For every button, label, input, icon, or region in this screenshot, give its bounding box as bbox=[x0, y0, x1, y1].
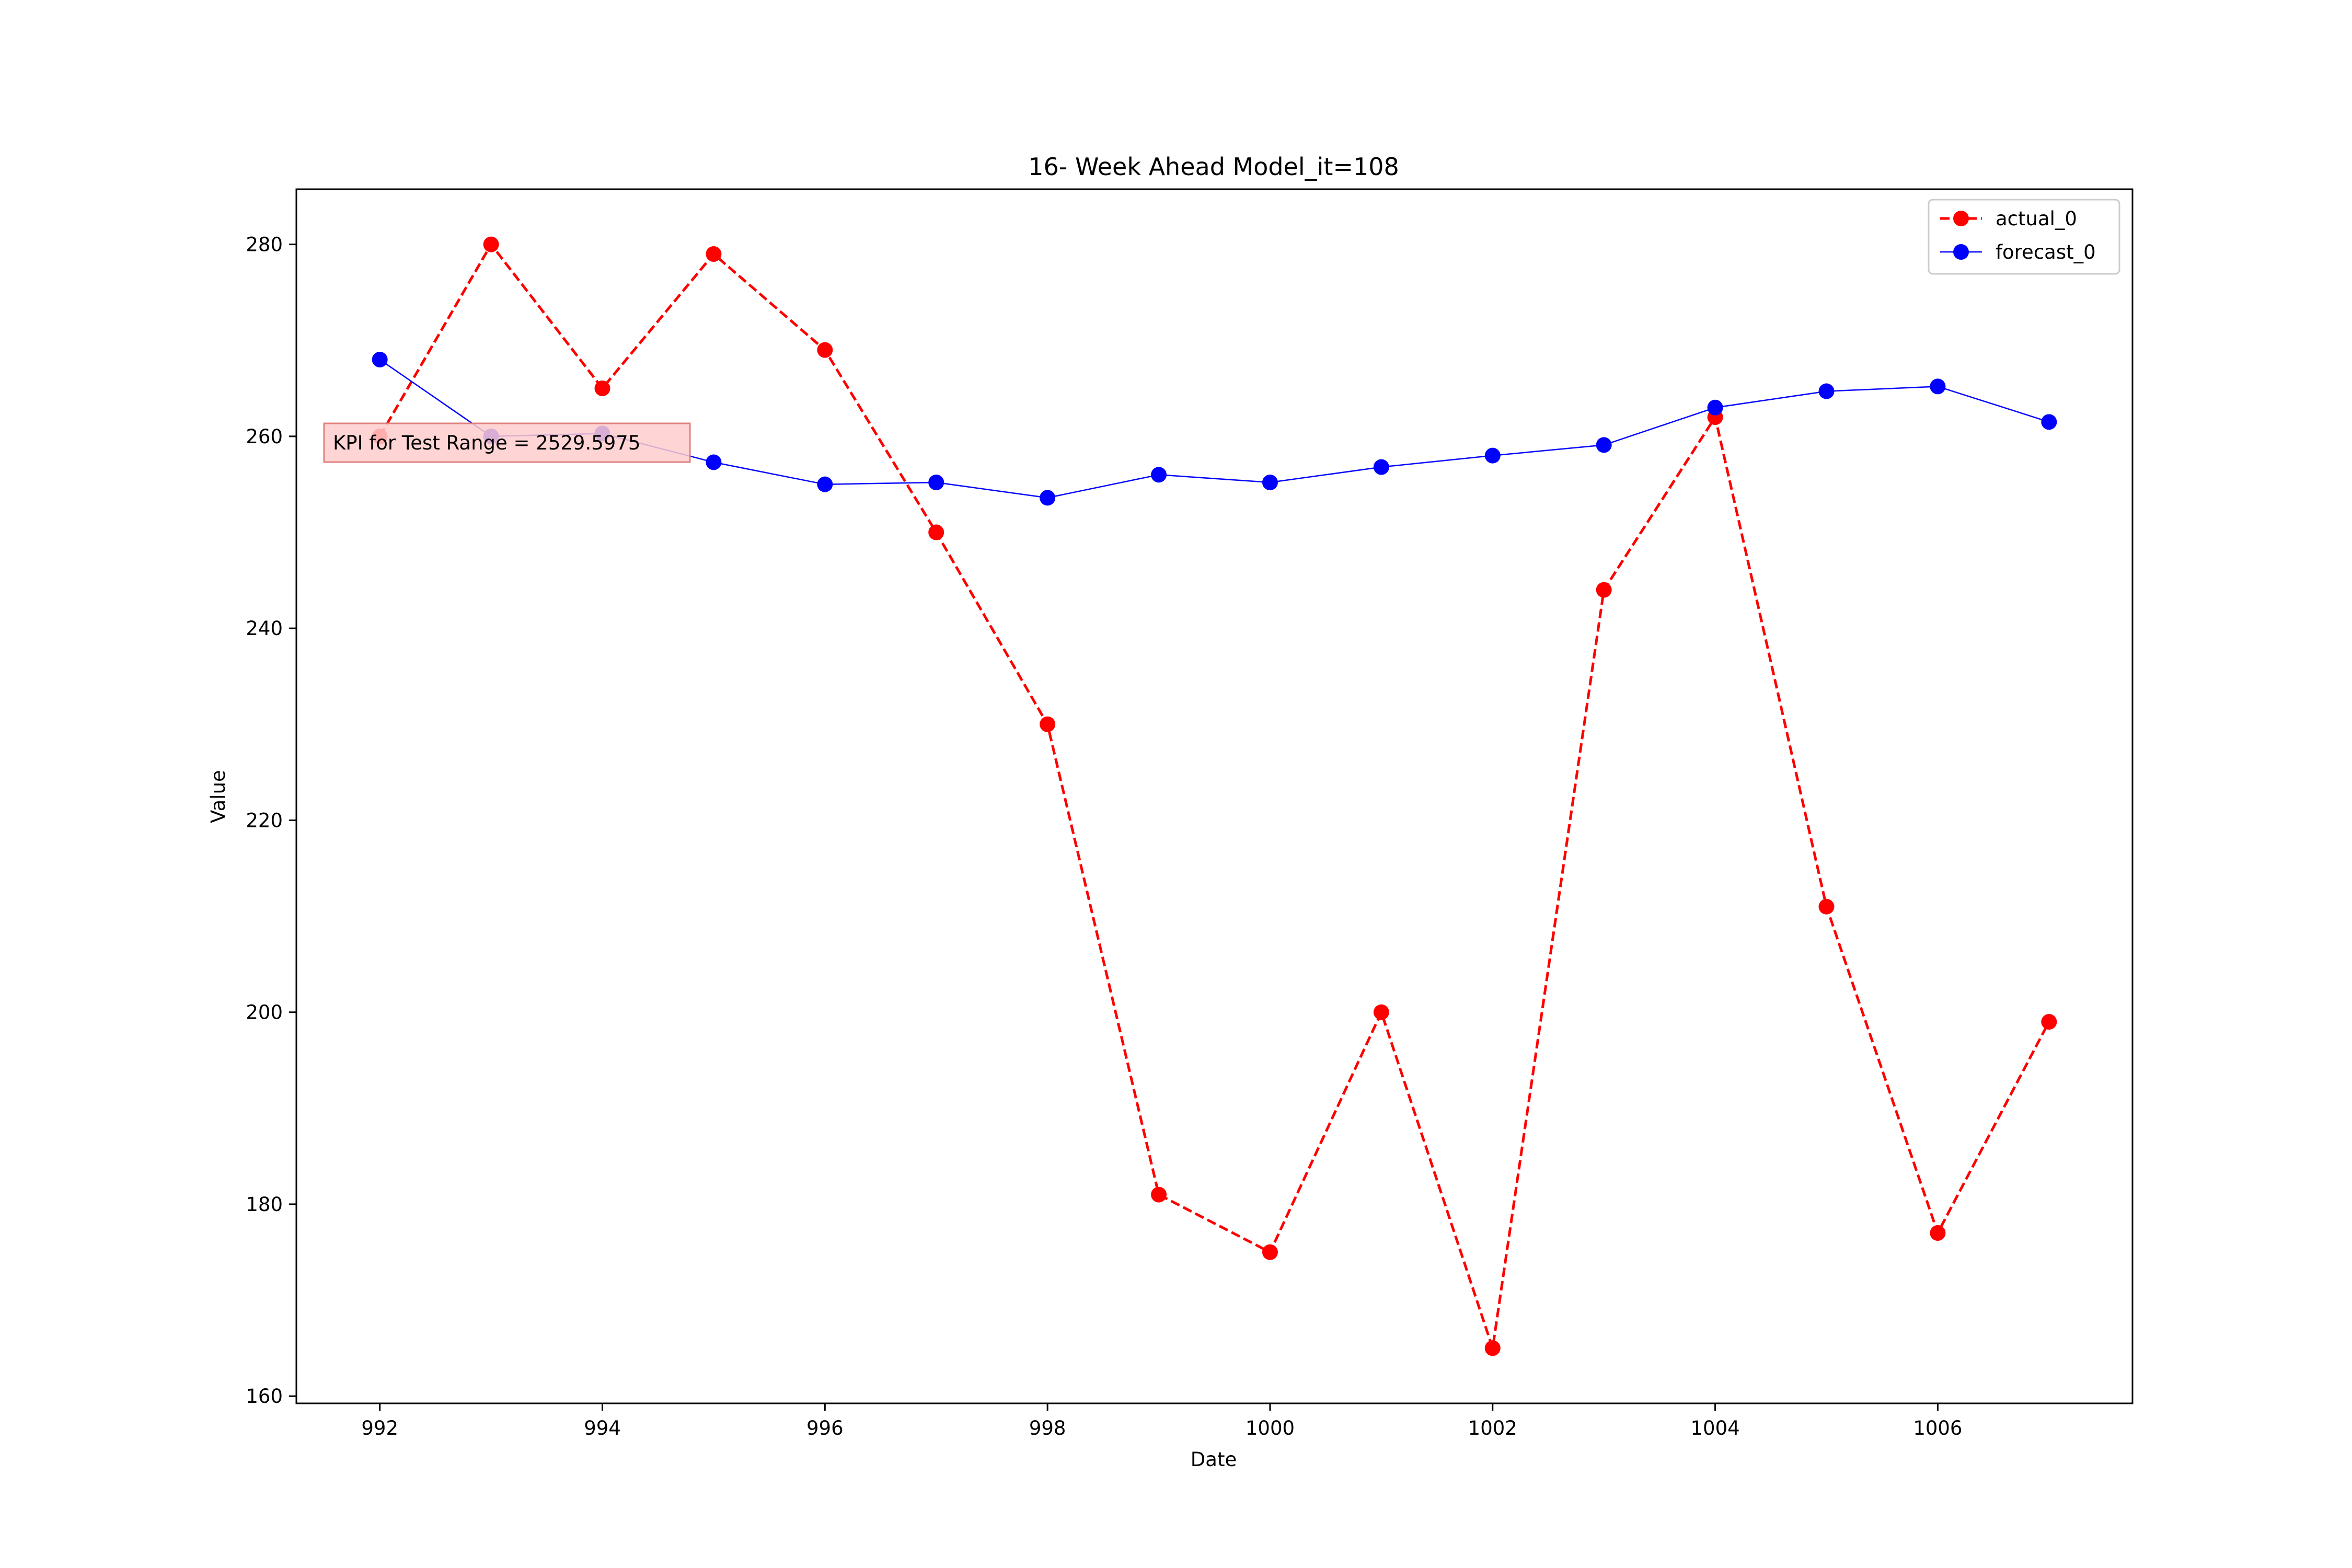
legend-label-forecast_0: forecast_0 bbox=[1996, 241, 2096, 263]
series-line-actual_0 bbox=[378, 243, 2050, 1350]
legend-label-actual_0: actual_0 bbox=[1996, 207, 2077, 230]
x-axis-label: Date bbox=[1191, 1448, 1237, 1471]
data-point-actual_0 bbox=[1930, 1225, 1946, 1241]
data-point-actual_0 bbox=[1484, 1340, 1501, 1356]
y-tick-label: 220 bbox=[246, 809, 283, 832]
y-tick-label: 200 bbox=[246, 1001, 283, 1024]
data-point-actual_0 bbox=[1373, 1004, 1389, 1020]
data-point-actual_0 bbox=[2041, 1014, 2057, 1030]
kpi-annotation-box bbox=[323, 422, 691, 463]
data-point-forecast_0 bbox=[2041, 414, 2057, 430]
data-point-actual_0 bbox=[594, 381, 610, 397]
data-point-forecast_0 bbox=[1818, 383, 1835, 399]
data-point-forecast_0 bbox=[1373, 459, 1389, 475]
data-point-forecast_0 bbox=[1484, 447, 1501, 464]
x-tick-label: 1002 bbox=[1468, 1417, 1517, 1439]
data-point-forecast_0 bbox=[1930, 378, 1946, 395]
y-tick-label: 240 bbox=[246, 617, 283, 640]
data-point-forecast_0 bbox=[1040, 490, 1056, 506]
data-point-actual_0 bbox=[1151, 1186, 1167, 1203]
data-point-forecast_0 bbox=[706, 454, 722, 470]
data-point-forecast_0 bbox=[817, 476, 833, 492]
x-tick-label: 992 bbox=[361, 1417, 398, 1439]
data-point-actual_0 bbox=[706, 246, 722, 262]
data-point-forecast_0 bbox=[1596, 437, 1612, 453]
x-tick-label: 998 bbox=[1029, 1417, 1066, 1439]
y-tick-label: 160 bbox=[246, 1385, 283, 1408]
data-point-forecast_0 bbox=[372, 351, 388, 367]
legend-swatch-marker-forecast_0 bbox=[1953, 244, 1969, 260]
data-point-actual_0 bbox=[483, 236, 499, 252]
data-point-actual_0 bbox=[928, 524, 944, 540]
y-tick-label: 280 bbox=[246, 234, 283, 256]
kpi-annotation-text: KPI for Test Range = 2529.5975 bbox=[333, 432, 640, 454]
x-tick-label: 1006 bbox=[1913, 1417, 1962, 1439]
legend-swatch-marker-actual_0 bbox=[1953, 211, 1969, 226]
x-tick-label: 1004 bbox=[1691, 1417, 1740, 1439]
data-point-actual_0 bbox=[1262, 1244, 1278, 1260]
plot-frame bbox=[295, 188, 2134, 1404]
y-axis-label: Value bbox=[207, 770, 229, 823]
data-point-actual_0 bbox=[817, 342, 833, 358]
x-tick-label: 994 bbox=[584, 1417, 621, 1439]
data-point-actual_0 bbox=[1040, 716, 1056, 732]
data-point-forecast_0 bbox=[1262, 475, 1278, 491]
legend: actual_0 forecast_0 bbox=[1928, 199, 2120, 275]
y-tick-label: 260 bbox=[246, 425, 283, 448]
data-point-forecast_0 bbox=[1151, 467, 1167, 483]
x-tick-label: 1000 bbox=[1246, 1417, 1295, 1439]
x-tick-label: 996 bbox=[806, 1417, 844, 1439]
chart-title: 16- Week Ahead Model_it=108 bbox=[1028, 153, 1399, 181]
data-point-forecast_0 bbox=[928, 475, 944, 491]
data-point-actual_0 bbox=[1596, 582, 1612, 598]
data-point-forecast_0 bbox=[1707, 399, 1723, 416]
data-point-actual_0 bbox=[1818, 898, 1835, 915]
y-tick-label: 180 bbox=[246, 1193, 283, 1216]
